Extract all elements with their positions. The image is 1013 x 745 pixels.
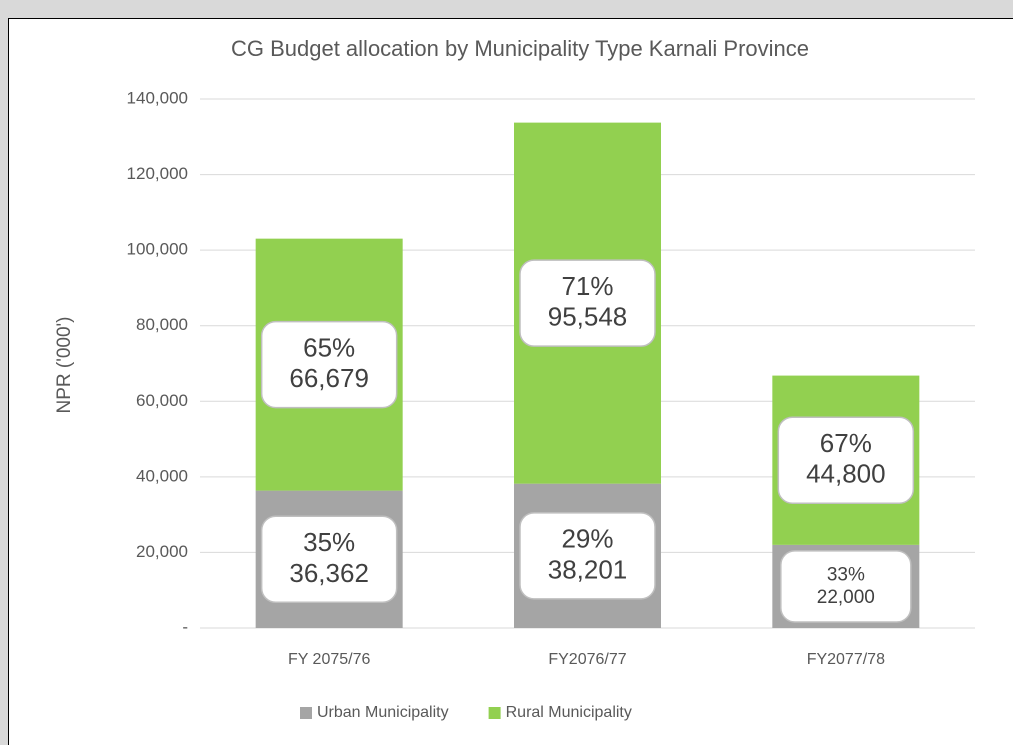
y-tick-label: 40,000 bbox=[136, 466, 188, 485]
data-label-percent: 65% bbox=[303, 332, 355, 362]
data-label-box bbox=[519, 512, 656, 600]
x-tick-label: FY2077/78 bbox=[807, 651, 885, 668]
x-tick-label: FY 2075/76 bbox=[288, 651, 371, 668]
y-tick-label: 80,000 bbox=[136, 315, 188, 334]
chart-title: CG Budget allocation by Municipality Typ… bbox=[231, 36, 809, 61]
legend-swatch bbox=[300, 707, 312, 719]
legend-swatch bbox=[488, 707, 501, 719]
data-label-percent: 71% bbox=[561, 271, 613, 301]
y-tick-label: 20,000 bbox=[136, 542, 188, 561]
data-label-percent: 29% bbox=[561, 524, 613, 554]
data-label-box bbox=[777, 416, 915, 504]
y-tick-label: 120,000 bbox=[127, 164, 188, 183]
x-tick-label: FY2076/77 bbox=[548, 651, 626, 668]
y-tick-label: 100,000 bbox=[127, 240, 188, 259]
y-axis-label: NPR ('000') bbox=[54, 316, 75, 413]
legend-label: Rural Municipality bbox=[506, 704, 632, 721]
data-label-percent: 33% bbox=[827, 564, 865, 585]
data-label-box bbox=[260, 515, 398, 604]
data-label-value: 95,548 bbox=[548, 302, 628, 332]
y-tick-label: - bbox=[182, 617, 188, 636]
data-label-percent: 67% bbox=[820, 428, 872, 458]
data-label-value: 22,000 bbox=[817, 587, 875, 608]
legend-label: Urban Municipality bbox=[317, 704, 449, 721]
data-label-value: 66,679 bbox=[289, 363, 369, 393]
data-label-box bbox=[780, 550, 912, 623]
y-tick-label: 140,000 bbox=[127, 88, 188, 107]
data-label-percent: 35% bbox=[303, 527, 355, 557]
y-tick-label: 60,000 bbox=[136, 391, 188, 410]
data-label-box bbox=[519, 259, 656, 347]
data-label-box bbox=[260, 320, 398, 409]
data-label-value: 44,800 bbox=[806, 459, 886, 489]
data-label-value: 38,201 bbox=[548, 554, 628, 584]
data-label-value: 36,362 bbox=[289, 558, 369, 588]
top-strip bbox=[0, 0, 1013, 18]
